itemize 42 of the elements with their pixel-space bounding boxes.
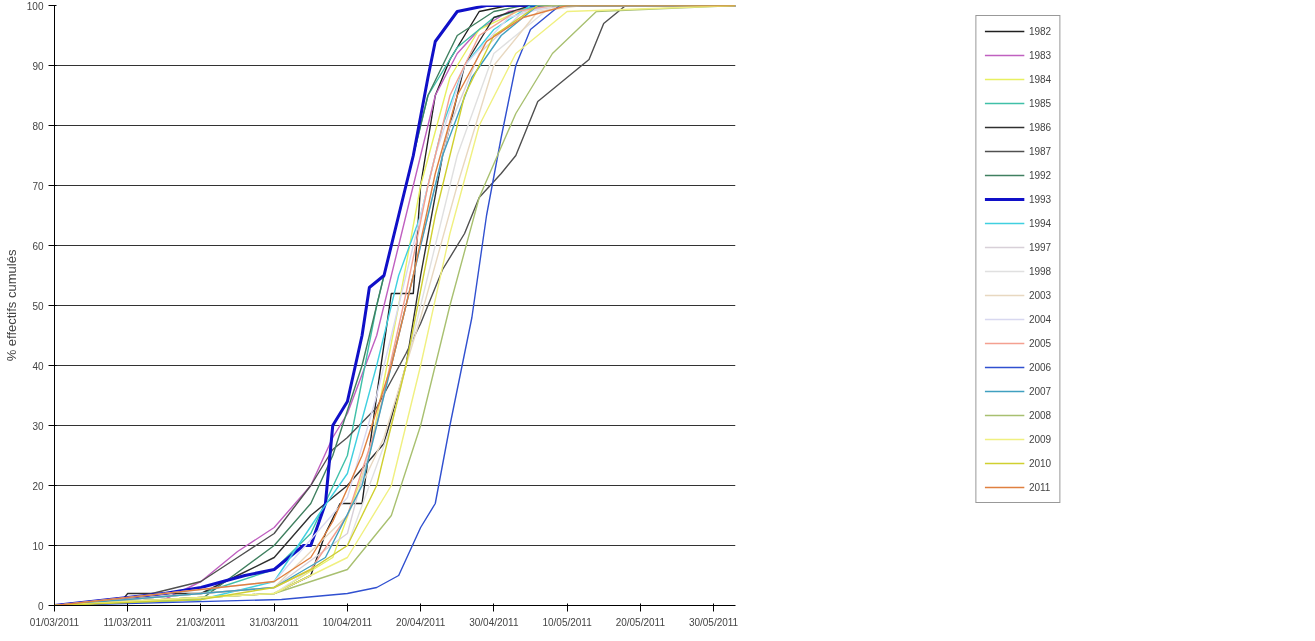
x-tick-label: 31/03/2011 <box>249 616 300 628</box>
legend-label: 2006 <box>1028 360 1052 374</box>
y-tick-label: 40 <box>32 360 44 372</box>
x-tick-label: 10/04/2011 <box>322 616 373 628</box>
legend-label: 1986 <box>1028 120 1052 134</box>
legend-label: 2009 <box>1028 432 1052 446</box>
legend-label: 2003 <box>1028 288 1052 302</box>
x-tick-label: 11/03/2011 <box>103 616 153 628</box>
legend-label: 1992 <box>1028 168 1052 182</box>
legend-label: 2010 <box>1028 456 1052 470</box>
x-tick-label: 21/03/2011 <box>176 616 227 628</box>
y-tick-label: 100 <box>26 0 44 12</box>
y-tick-label: 60 <box>32 240 44 252</box>
x-tick-label: 30/05/2011 <box>688 616 739 628</box>
y-tick-label: 10 <box>32 540 44 552</box>
y-tick-label: 80 <box>32 120 44 132</box>
x-tick-label: 01/03/2011 <box>29 616 80 628</box>
y-tick-label: 50 <box>32 300 44 312</box>
legend-label: 2008 <box>1028 408 1052 422</box>
legend-label: 1994 <box>1028 216 1052 230</box>
legend-label: 1998 <box>1028 264 1052 278</box>
legend-label: 1984 <box>1028 72 1052 86</box>
legend-label: 2011 <box>1028 480 1051 494</box>
y-tick-label: 90 <box>32 60 44 72</box>
legend-label: 2005 <box>1028 336 1052 350</box>
x-tick-label: 30/04/2011 <box>469 616 519 628</box>
legend-label: 1985 <box>1028 96 1052 110</box>
legend-label: 1993 <box>1028 192 1052 206</box>
x-tick-label: 20/04/2011 <box>395 616 446 628</box>
legend-label: 2004 <box>1028 312 1052 326</box>
y-tick-label: 20 <box>32 480 44 492</box>
x-tick-label: 20/05/2011 <box>615 616 666 628</box>
x-tick-label: 10/05/2011 <box>542 616 593 628</box>
legend-label: 1987 <box>1028 144 1052 158</box>
y-tick-label: 0 <box>37 600 44 612</box>
legend-label: 1997 <box>1028 240 1052 254</box>
legend-label: 1983 <box>1028 48 1052 62</box>
y-axis-title: % effectifs cumulés <box>3 249 19 362</box>
legend-label: 1982 <box>1028 24 1052 38</box>
legend-label: 2007 <box>1028 384 1052 398</box>
y-tick-label: 70 <box>32 180 44 192</box>
y-tick-label: 30 <box>32 420 44 432</box>
